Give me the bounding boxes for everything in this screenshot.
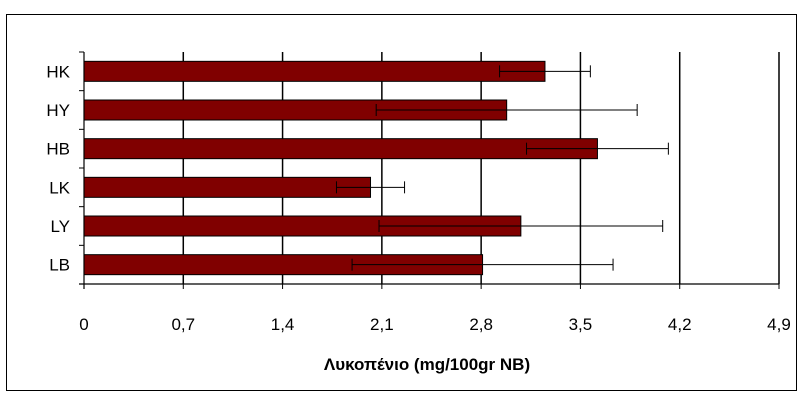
category-label-hk: HK bbox=[46, 62, 70, 81]
x-tick-label-4-2: 4,2 bbox=[668, 315, 692, 334]
x-tick-label-0-7: 0,7 bbox=[171, 315, 195, 334]
category-label-lb: LB bbox=[49, 256, 70, 275]
error-bars bbox=[335, 65, 669, 271]
bar-lk bbox=[83, 176, 372, 198]
category-label-lk: LK bbox=[49, 178, 70, 197]
x-tick-label-4-9: 4,9 bbox=[767, 315, 791, 334]
bar-hk bbox=[83, 60, 546, 82]
x-tick-label-2-1: 2,1 bbox=[370, 315, 394, 334]
x-tick-label-3-5: 3,5 bbox=[569, 315, 593, 334]
gridlines bbox=[182, 52, 780, 284]
x-tick-label-0: 0 bbox=[79, 315, 88, 334]
x-tick-label-1-4: 1,4 bbox=[271, 315, 295, 334]
bar-hb bbox=[83, 138, 598, 160]
category-label-ly: LY bbox=[50, 217, 70, 236]
category-label-hb: HB bbox=[46, 140, 70, 159]
axes bbox=[79, 51, 780, 289]
tick-labels: HK HY HB LK LY LB 0 0,7 1,4 2,1 2,8 3,5 4,2 4,9 bbox=[46, 62, 790, 334]
bars bbox=[83, 60, 598, 276]
category-label-hy: HY bbox=[46, 101, 70, 120]
x-tick-label-2-8: 2,8 bbox=[469, 315, 493, 334]
x-axis-title: Λυκοπένιο (mg/100gr NB) bbox=[324, 355, 530, 374]
